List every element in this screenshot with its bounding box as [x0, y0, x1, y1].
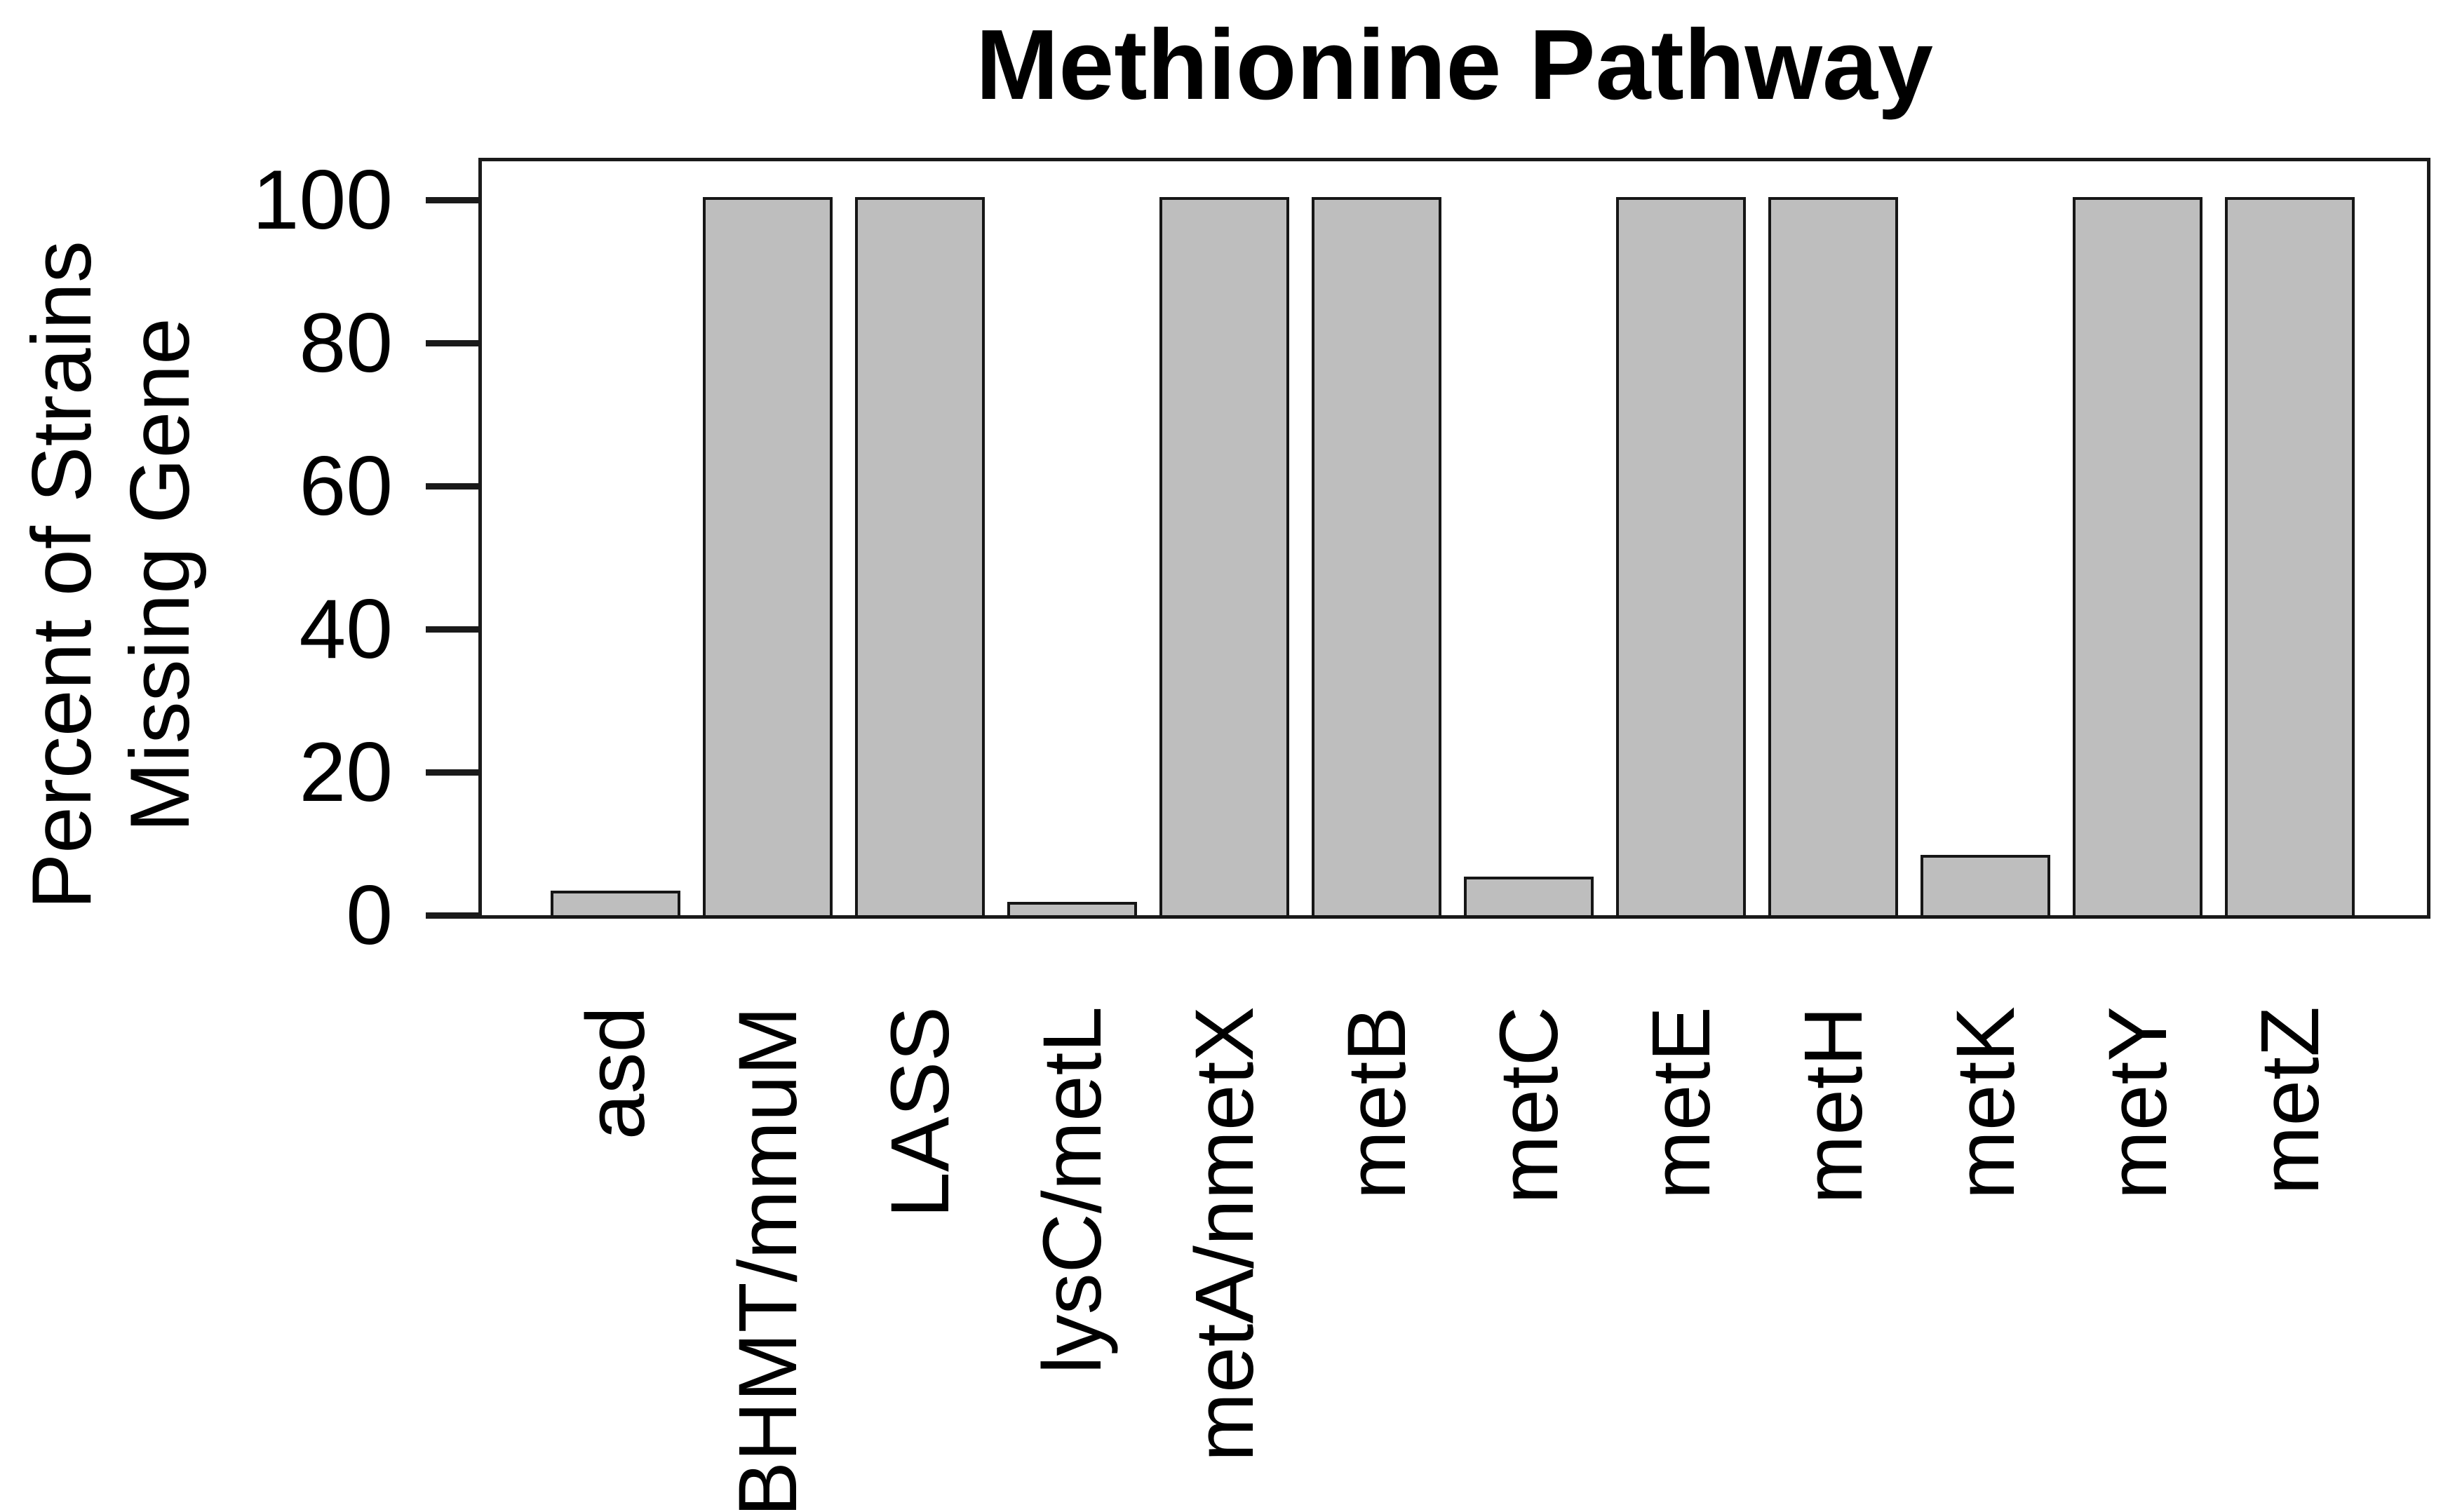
- bar-metZ: [2225, 197, 2355, 918]
- y-tick-mark: [426, 339, 482, 346]
- x-category-label-metY: metY: [2091, 1006, 2184, 1200]
- x-category-label-metZ: metZ: [2243, 1006, 2336, 1195]
- x-category-label-metE: metE: [1634, 1006, 1728, 1200]
- y-tick-mark: [426, 769, 482, 776]
- x-category-label-metA/nmetX: metA/nmetX: [1178, 1006, 1271, 1462]
- y-tick-label: 80: [299, 296, 393, 390]
- x-category-label-lysC/metL: lysC/metL: [1025, 1006, 1119, 1375]
- y-axis-title-line1: Percent of Strains: [15, 241, 109, 910]
- x-category-label-metH: metH: [1787, 1006, 1880, 1204]
- bar-metC: [1464, 877, 1594, 918]
- y-tick-mark: [426, 196, 482, 203]
- x-category-label-BHMT/mmuM: BHMT/mmuM: [721, 1006, 814, 1512]
- bar-LASS: [855, 197, 985, 918]
- y-tick-mark: [426, 626, 482, 633]
- bar-BHMT/mmuM: [703, 197, 833, 918]
- bar-metK: [1921, 855, 2050, 918]
- bar-metE: [1616, 197, 1746, 918]
- bar-metH: [1768, 197, 1898, 918]
- x-category-label-LASS: LASS: [873, 1006, 967, 1218]
- bar-asd: [551, 891, 680, 918]
- x-category-label-metB: metB: [1330, 1006, 1423, 1200]
- y-tick-label: 40: [299, 582, 393, 676]
- chart-title: Methionine Pathway: [976, 9, 1933, 121]
- x-category-label-metK: metK: [1939, 1006, 2032, 1200]
- bar-metB: [1312, 197, 1441, 918]
- x-category-label-metC: metC: [1482, 1006, 1575, 1204]
- x-category-label-asd: asd: [569, 1006, 662, 1140]
- bar-metA/nmetX: [1159, 197, 1289, 918]
- y-tick-label: 0: [346, 868, 393, 962]
- y-tick-label: 100: [252, 153, 393, 247]
- y-tick-mark: [426, 912, 482, 919]
- bar-metY: [2073, 197, 2202, 918]
- bar-lysC/metL: [1007, 902, 1137, 918]
- y-tick-mark: [426, 482, 482, 490]
- y-tick-label: 20: [299, 725, 393, 819]
- y-tick-label: 60: [299, 439, 393, 533]
